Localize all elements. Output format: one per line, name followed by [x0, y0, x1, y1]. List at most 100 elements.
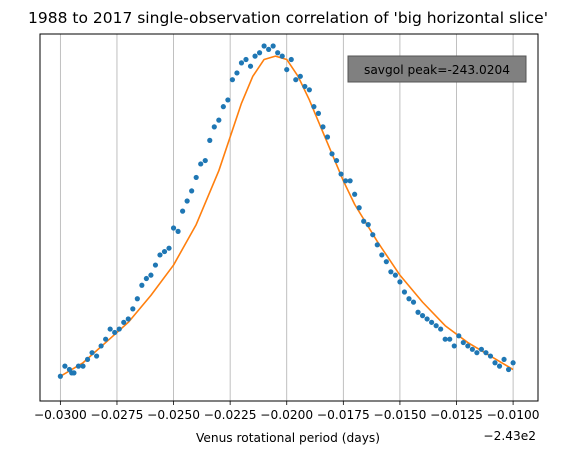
- data-point: [170, 225, 177, 231]
- data-point: [116, 326, 122, 332]
- data-point: [347, 178, 353, 184]
- data-point: [216, 117, 222, 123]
- data-point: [80, 363, 86, 369]
- data-point: [487, 353, 494, 359]
- data-point: [270, 43, 276, 49]
- data-point: [306, 87, 312, 93]
- data-point: [84, 356, 91, 363]
- data-point: [496, 363, 503, 369]
- data-point: [266, 46, 272, 52]
- plot-area-frame: [39, 33, 539, 402]
- x-axis-ticks: −0.0300 −0.0275 −0.0250 −0.0225 −0.0200 −0.01…: [34, 401, 540, 422]
- data-point: [275, 50, 281, 56]
- data-point: [152, 262, 159, 268]
- data-point: [429, 319, 435, 325]
- x-tick-label: −0.0100: [487, 408, 540, 422]
- data-point: [157, 252, 163, 258]
- data-point: [193, 174, 199, 181]
- data-point: [62, 363, 68, 369]
- x-tick-label: −0.0300: [34, 408, 87, 422]
- data-point: [433, 323, 439, 329]
- data-point: [406, 296, 412, 302]
- data-point: [324, 134, 331, 140]
- data-point: [469, 346, 475, 352]
- data-point: [279, 53, 285, 59]
- data-point: [492, 360, 498, 366]
- data-point: [180, 208, 186, 214]
- data-point: [256, 50, 263, 56]
- data-point: [125, 316, 131, 322]
- data-point: [229, 77, 236, 83]
- data-point: [71, 370, 77, 376]
- data-point: [370, 232, 376, 238]
- data-point: [460, 339, 466, 346]
- data-point: [501, 356, 507, 363]
- data-point: [483, 350, 489, 356]
- data-point: [211, 124, 217, 130]
- data-point: [365, 222, 371, 228]
- data-point: [388, 269, 394, 275]
- data-point: [392, 272, 398, 278]
- data-point: [238, 60, 245, 66]
- data-point: [297, 73, 303, 79]
- data-point: [89, 350, 95, 356]
- data-point: [112, 329, 118, 336]
- data-point: [320, 124, 326, 130]
- data-point: [478, 346, 485, 352]
- data-point: [139, 282, 145, 288]
- data-point: [456, 333, 462, 339]
- data-point: [474, 350, 480, 356]
- chart-title: 1988 to 2017 single-observation correlat…: [28, 9, 548, 27]
- data-point: [175, 228, 181, 234]
- data-point: [225, 97, 231, 103]
- data-point: [438, 326, 444, 332]
- data-point: [148, 272, 154, 278]
- data-point: [510, 360, 516, 366]
- data-point: [284, 66, 290, 73]
- data-point: [98, 343, 104, 349]
- data-point: [130, 306, 136, 312]
- data-point: [352, 191, 358, 197]
- data-point: [143, 275, 149, 282]
- data-point: [315, 110, 322, 116]
- data-point: [198, 161, 204, 167]
- data-point: [57, 373, 63, 379]
- data-point: [397, 279, 403, 285]
- data-point: [247, 63, 254, 69]
- data-point: [107, 326, 113, 332]
- data-point: [166, 245, 172, 251]
- data-point: [333, 157, 340, 164]
- data-point: [93, 353, 100, 359]
- data-point: [103, 336, 109, 342]
- x-axis-label: Venus rotational period (days): [196, 431, 380, 445]
- data-point: [410, 299, 417, 305]
- plot-data: [57, 43, 516, 379]
- x-tick-label: −0.0200: [260, 408, 313, 422]
- x-axis-offset-label: −2.43e2: [483, 429, 536, 443]
- data-point: [361, 218, 367, 224]
- data-point: [379, 252, 385, 258]
- annotation-box: savgol peak=-243.0204: [347, 55, 527, 83]
- data-point: [424, 316, 430, 322]
- x-tick-label: −0.0250: [147, 408, 200, 422]
- x-tick-label: −0.0225: [204, 408, 257, 422]
- data-point: [134, 296, 140, 302]
- data-point: [419, 313, 426, 319]
- data-point: [302, 83, 308, 90]
- data-point: [447, 336, 453, 342]
- data-point: [383, 259, 389, 265]
- data-point: [184, 198, 190, 204]
- data-point: [465, 343, 471, 349]
- annotation-background: [347, 55, 527, 83]
- grid-lines: [59, 34, 514, 401]
- data-point: [75, 363, 82, 369]
- data-point: [415, 309, 421, 315]
- data-point: [207, 137, 213, 143]
- data-point: [356, 205, 362, 211]
- data-point: [401, 289, 408, 295]
- x-tick-label: −0.0150: [373, 408, 426, 422]
- data-point: [220, 104, 226, 110]
- data-point: [451, 343, 457, 349]
- data-point: [374, 242, 380, 248]
